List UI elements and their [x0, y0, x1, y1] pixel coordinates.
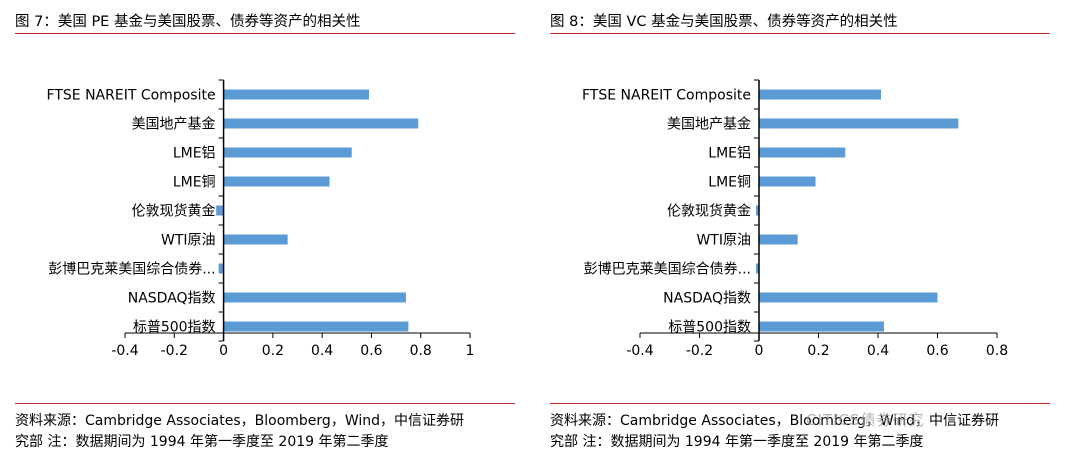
category-label: 美国地产基金 — [667, 116, 751, 133]
figure-7-title: 图 7：美国 PE 基金与美国股票、债券等资产的相关性 — [15, 14, 361, 30]
category-label: LME铝 — [173, 146, 216, 162]
category-label: WTI原油 — [161, 233, 216, 249]
category-label: 彭博巴克莱美国综合债券... — [584, 261, 751, 278]
figure-8-top-rule — [550, 33, 1050, 34]
category-label: FTSE NAREIT Composite — [582, 88, 751, 104]
x-tick-label: 0.4 — [311, 343, 333, 359]
figure-7-panel: 图 7：美国 PE 基金与美国股票、债券等资产的相关性 FTSE NAREIT … — [15, 0, 515, 472]
bar — [759, 118, 959, 129]
category-label: NASDAQ指数 — [663, 291, 751, 307]
figure-8-source: 资料来源：Cambridge Associates，Bloomberg，Wind… — [550, 411, 1050, 453]
category-label: 标普500指数 — [668, 320, 751, 336]
x-tick-label: 0 — [219, 343, 228, 359]
figure-8-source-line-2: 究部 注：数据期间为 1994 年第一季度至 2019 年第二季度 — [550, 434, 924, 450]
x-tick-label: -0.4 — [626, 343, 653, 359]
figure-8-title: 图 8：美国 VC 基金与美国股票、债券等资产的相关性 — [550, 14, 898, 30]
x-tick-label: 1 — [466, 343, 475, 359]
category-label: LME铜 — [173, 175, 216, 191]
figure-8-chart: FTSE NAREIT Composite 美国地产基金 LME铝 LME铜伦敦现货黄… — [582, 79, 1008, 359]
figure-8-panel: 图 8：美国 VC 基金与美国股票、债券等资产的相关性 FTSE NAREIT … — [550, 0, 1050, 472]
category-label: FTSE NAREIT Composite — [47, 88, 216, 104]
bar — [218, 263, 224, 274]
x-tick-label: -0.2 — [161, 343, 188, 359]
x-tick-label: 0.4 — [867, 343, 889, 359]
watermark-text: CITICS债券研究 — [806, 411, 925, 429]
bar — [756, 205, 759, 216]
category-label: LME铝 — [708, 146, 751, 162]
category-label: 美国地产基金 — [132, 116, 216, 133]
bar — [216, 205, 224, 216]
bar — [223, 321, 409, 332]
figure-7-source-line-1: 资料来源：Cambridge Associates，Bloomberg，Wind… — [15, 413, 464, 429]
x-tick-label: 0.8 — [410, 343, 432, 359]
figure-7-source-line-2: 究部 注：数据期间为 1994 年第一季度至 2019 年第二季度 — [15, 434, 389, 450]
figure-7-top-rule — [15, 33, 515, 34]
category-label: NASDAQ指数 — [128, 291, 216, 307]
category-label: LME铜 — [708, 175, 751, 191]
bar — [759, 89, 881, 100]
bar — [759, 234, 798, 245]
bar — [223, 147, 352, 158]
category-label: 标普500指数 — [133, 320, 216, 336]
bar — [223, 292, 406, 303]
figure-7-bottom-rule — [15, 403, 515, 404]
bar — [223, 176, 330, 187]
bar — [759, 176, 816, 187]
bar — [756, 263, 759, 274]
category-label: 伦敦现货黄金 — [132, 203, 216, 220]
figure-8-bottom-rule — [550, 403, 1050, 404]
x-tick-label: 0 — [755, 343, 764, 359]
category-label: 伦敦现货黄金 — [667, 203, 751, 220]
x-tick-label: 0.2 — [807, 343, 829, 359]
x-tick-label: 0.6 — [926, 343, 948, 359]
x-tick-label: -0.4 — [111, 343, 138, 359]
category-label: 彭博巴克莱美国综合债券... — [48, 261, 215, 278]
bar — [223, 118, 419, 129]
x-tick-label: 0.8 — [986, 343, 1008, 359]
bar — [223, 89, 369, 100]
bar — [759, 147, 846, 158]
figure-8-source-line-1: 资料来源：Cambridge Associates，Bloomberg，Wind… — [550, 413, 999, 429]
category-label: WTI原油 — [696, 233, 751, 249]
x-tick-label: 0.2 — [262, 343, 284, 359]
bar — [759, 321, 884, 332]
x-tick-label: -0.2 — [686, 343, 713, 359]
bar — [223, 234, 288, 245]
figure-7-chart: FTSE NAREIT Composite 美国地产基金 LME铝 LME铜伦敦现货黄… — [47, 79, 475, 359]
bar — [759, 292, 938, 303]
x-tick-label: 0.6 — [360, 343, 382, 359]
figure-7-source: 资料来源：Cambridge Associates，Bloomberg，Wind… — [15, 411, 515, 453]
